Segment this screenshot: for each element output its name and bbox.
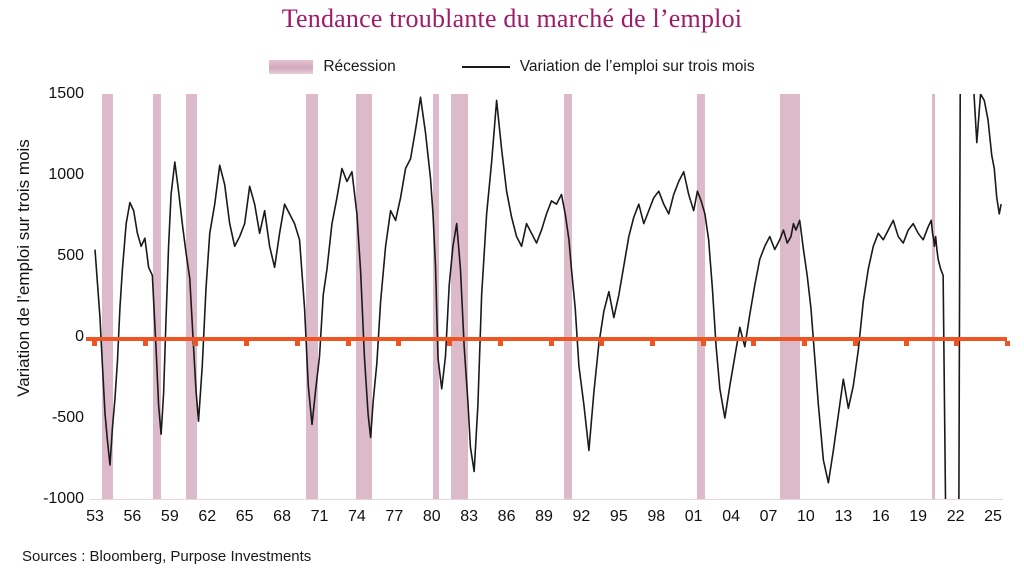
zero-line-tick <box>1005 341 1010 346</box>
zero-line-tick <box>802 341 808 346</box>
zero-line-tick <box>92 341 97 346</box>
y-tick-label: -1000 <box>43 490 84 507</box>
chart-legend: Récession Variation de l’emploi sur troi… <box>0 58 1024 76</box>
x-tick-label: 74 <box>348 508 366 525</box>
y-tick-label: 1000 <box>48 166 84 183</box>
zero-line-tick <box>447 341 453 346</box>
x-tick-label: 68 <box>273 508 291 525</box>
x-tick-label: 95 <box>609 508 628 525</box>
legend-item-series[interactable]: Variation de l’emploi sur trois mois <box>461 58 755 76</box>
y-tick-label: 500 <box>57 247 84 264</box>
zero-line-tick <box>599 341 605 346</box>
legend-item-recession[interactable]: Récession <box>269 58 396 76</box>
x-tick-label: 04 <box>722 508 740 525</box>
zero-line-tick <box>903 341 909 346</box>
zero-line-tick <box>193 341 199 346</box>
recession-band <box>780 94 800 499</box>
zero-line-tick <box>396 341 402 346</box>
x-tick-label: 77 <box>385 508 404 525</box>
zero-line-tick <box>751 341 757 346</box>
y-tick-label: 1500 <box>48 85 84 102</box>
recession-band <box>563 94 573 499</box>
zero-line-tick <box>700 341 706 346</box>
zero-line-tick <box>294 341 300 346</box>
chart-title: Tendance troublante du marché de l’emplo… <box>281 4 743 33</box>
recession-band <box>153 94 162 499</box>
y-axis-ticks: -1000 -500 0 500 1000 1500 <box>12 0 84 577</box>
y-tick-label: 0 <box>75 328 84 345</box>
zero-line-tick <box>852 341 858 346</box>
x-tick-label: 19 <box>909 508 928 525</box>
zero-line-tick <box>142 341 148 346</box>
x-tick-label: 65 <box>235 508 254 525</box>
zero-line-tick <box>548 341 554 346</box>
y-tick-label: -500 <box>51 409 84 426</box>
employment-change-line <box>90 94 1003 499</box>
x-tick-label: 92 <box>572 508 591 525</box>
x-tick-label: 86 <box>497 508 516 525</box>
x-tick-label: 56 <box>123 508 142 525</box>
x-tick-label: 62 <box>198 508 217 525</box>
recession-band <box>932 94 935 499</box>
zero-line-tick <box>954 341 960 346</box>
legend-label-series: Variation de l’emploi sur trois mois <box>519 58 755 75</box>
zero-reference-line <box>86 337 1007 341</box>
zero-line-tick <box>345 341 351 346</box>
line-swatch-icon <box>461 66 510 68</box>
recession-band <box>102 94 113 499</box>
source-note: Sources : Bloomberg, Purpose Investments <box>22 548 312 565</box>
recession-band <box>696 94 706 499</box>
x-tick-label: 98 <box>647 508 666 525</box>
x-tick-label: 59 <box>160 508 179 525</box>
x-tick-label: 53 <box>86 508 104 525</box>
x-tick-label: 25 <box>984 508 1002 525</box>
x-tick-label: 83 <box>460 508 479 525</box>
x-tick-label: 13 <box>834 508 853 525</box>
x-tick-label: 89 <box>535 508 553 525</box>
recession-swatch-icon <box>269 60 314 74</box>
plot-area <box>90 94 1003 499</box>
x-tick-label: 80 <box>422 508 441 525</box>
x-tick-label: 22 <box>946 508 965 525</box>
x-tick-label: 07 <box>759 508 778 525</box>
zero-line-tick <box>649 341 655 346</box>
zero-line-tick <box>497 341 503 346</box>
x-axis-line <box>90 499 1003 500</box>
x-tick-label: 01 <box>684 508 703 525</box>
legend-label-recession: Récession <box>323 58 396 75</box>
recession-band <box>186 94 197 499</box>
recession-band <box>355 94 373 499</box>
recession-band <box>451 94 469 499</box>
x-tick-label: 10 <box>797 508 815 525</box>
zero-line-tick <box>244 341 250 346</box>
x-tick-label: 16 <box>871 508 890 525</box>
x-tick-label: 71 <box>310 508 329 525</box>
